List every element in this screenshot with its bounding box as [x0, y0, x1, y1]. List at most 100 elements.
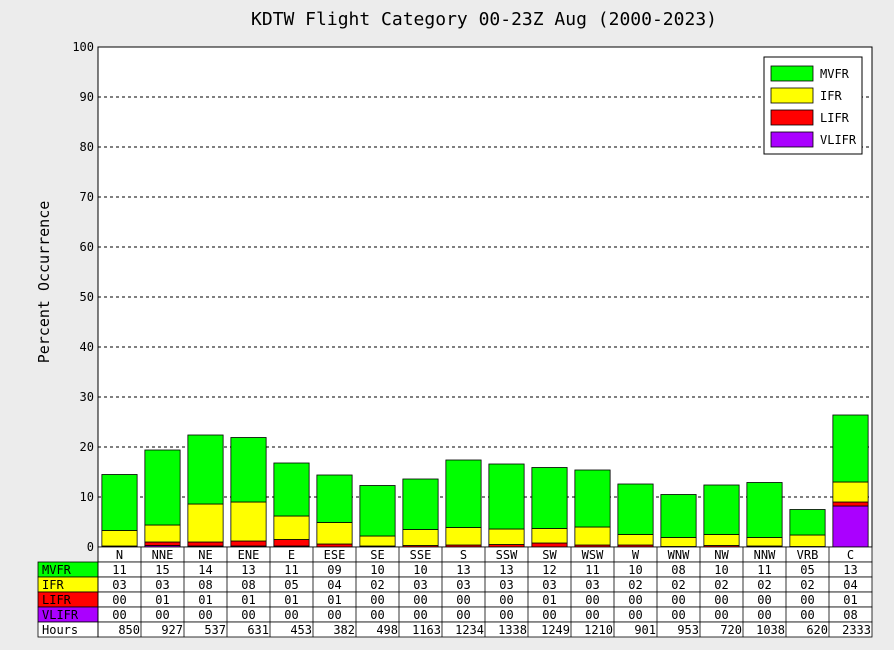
bar-ifr-vrb: [789, 534, 826, 547]
bar-lifr-c: [832, 501, 869, 507]
table-cell: 05: [800, 563, 814, 577]
table-cell: 00: [671, 608, 685, 622]
bar-mvfr-sw: [531, 467, 568, 529]
table-cell: 1163: [412, 623, 441, 637]
bar-ifr-ssw: [488, 528, 525, 545]
category-label-vrb: VRB: [797, 548, 819, 562]
y-axis-ticks: 0 10 20 30 40 50 60 70 80 90 100: [72, 40, 94, 554]
bar-ifr-s: [445, 527, 482, 546]
table-cell: 1210: [584, 623, 613, 637]
bar-ifr-ne: [187, 503, 224, 543]
table-cell: 453: [290, 623, 312, 637]
category-label-ene: ENE: [238, 548, 260, 562]
category-label-nnw: NNW: [754, 548, 776, 562]
bar-mvfr-n: [101, 474, 138, 531]
table-cell: 927: [161, 623, 183, 637]
bar-ifr-se: [359, 535, 396, 547]
table-cell: 03: [456, 578, 470, 592]
bar-ifr-nne: [144, 524, 181, 543]
legend-swatch-ifr: [770, 87, 814, 104]
table-cell: 14: [198, 563, 212, 577]
table-cell: 00: [628, 608, 642, 622]
category-label-wnw: WNW: [668, 548, 690, 562]
bars: [101, 414, 869, 548]
bar-mvfr-ese: [316, 474, 353, 523]
row-label-mvfr: MVFR: [42, 563, 72, 577]
category-label-c: C: [847, 548, 854, 562]
table-cell: 00: [284, 608, 298, 622]
table-cell: 00: [714, 593, 728, 607]
bar-ifr-ese: [316, 522, 353, 545]
table-cell: 11: [112, 563, 126, 577]
table-cell: 08: [671, 563, 685, 577]
table-cell: 03: [413, 578, 427, 592]
y-tick-label: 30: [80, 390, 94, 404]
bar-mvfr-c: [832, 414, 869, 483]
table-cell: 537: [204, 623, 226, 637]
table-cell: 01: [327, 593, 341, 607]
bar-ifr-w: [617, 534, 654, 546]
table-cell: 00: [155, 608, 169, 622]
table-cell: 11: [585, 563, 599, 577]
table-cell: 00: [413, 608, 427, 622]
y-axis-label: Percent Occurrence: [35, 201, 53, 364]
row-label-ifr: IFR: [42, 578, 64, 592]
chart-title: KDTW Flight Category 00-23Z Aug (2000-20…: [251, 9, 717, 30]
table-cell: 953: [677, 623, 699, 637]
table-cell: 631: [247, 623, 269, 637]
table-cell: 10: [628, 563, 642, 577]
bar-mvfr-w: [617, 483, 654, 535]
category-label-se: SE: [370, 548, 384, 562]
table-cell: 1338: [498, 623, 527, 637]
table-cell: 10: [413, 563, 427, 577]
table-cell: 08: [198, 578, 212, 592]
bar-mvfr-nnw: [746, 482, 783, 538]
table-cell: 2333: [842, 623, 871, 637]
table-cell: 00: [241, 608, 255, 622]
table-cell: 03: [585, 578, 599, 592]
table-cell: 02: [370, 578, 384, 592]
table-cell: 00: [499, 608, 513, 622]
y-tick-label: 0: [87, 540, 94, 554]
table-cell: 00: [800, 593, 814, 607]
table-cell: 00: [327, 608, 341, 622]
legend-label-ifr: IFR: [820, 89, 842, 103]
category-label-sw: SW: [542, 548, 557, 562]
category-label-wsw: WSW: [582, 548, 604, 562]
table-cell: 00: [757, 608, 771, 622]
bar-mvfr-ssw: [488, 463, 525, 530]
legend: MVFR IFR LIFR VLIFR: [763, 56, 863, 155]
table-cell: 02: [800, 578, 814, 592]
table-cell: 01: [284, 593, 298, 607]
table-cell: 382: [333, 623, 355, 637]
table-cell: 1038: [756, 623, 785, 637]
bar-mvfr-sse: [402, 478, 439, 530]
category-label-ne: NE: [198, 548, 212, 562]
y-tick-label: 50: [80, 290, 94, 304]
table-cell: 00: [370, 608, 384, 622]
table-cell: 09: [327, 563, 341, 577]
bar-mvfr-e: [273, 462, 310, 517]
table-cell: 13: [843, 563, 857, 577]
table-cell: 05: [284, 578, 298, 592]
table-cell: 00: [456, 593, 470, 607]
legend-swatch-vlifr: [770, 131, 814, 148]
table-cell: 00: [198, 608, 212, 622]
category-label-ssw: SSW: [496, 548, 518, 562]
category-label-s: S: [460, 548, 467, 562]
table-cell: 04: [843, 578, 857, 592]
table-cell: 10: [714, 563, 728, 577]
table-cell: 13: [456, 563, 470, 577]
table-cell: 00: [585, 608, 599, 622]
table-cell: 00: [542, 608, 556, 622]
table-cell: 01: [198, 593, 212, 607]
table-cell: 00: [112, 593, 126, 607]
table-cell: 01: [542, 593, 556, 607]
bar-mvfr-ne: [187, 434, 224, 505]
table-cell: 901: [634, 623, 656, 637]
bar-mvfr-nw: [703, 484, 740, 535]
category-label-sse: SSE: [410, 548, 432, 562]
bar-vlifr-c: [832, 505, 869, 548]
